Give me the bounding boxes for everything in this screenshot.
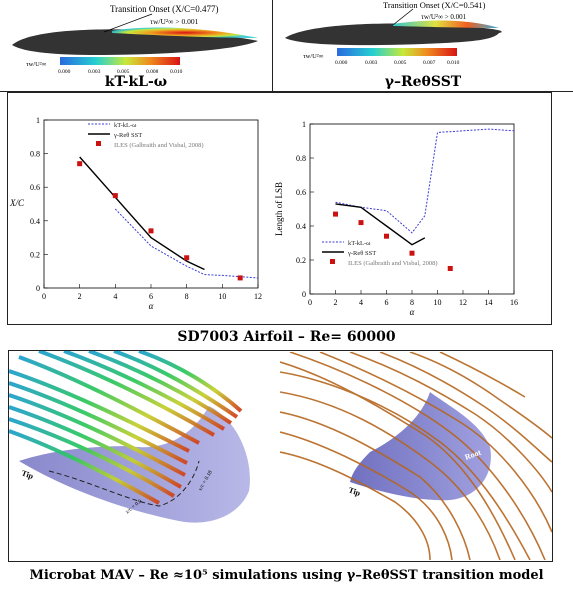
x-tick-label: 2 (334, 298, 338, 307)
x-tick-label: 12 (254, 292, 262, 301)
colorbar-right (337, 48, 457, 56)
x-axis-label: α (149, 301, 154, 311)
criterion-left: τw/U²∞ > 0.001 (150, 17, 199, 26)
legend-label: γ-Reθ SST (347, 250, 376, 257)
y-axis-label: X/C (9, 198, 25, 208)
data-point-marker (409, 250, 415, 256)
series-line (335, 128, 515, 234)
x-tick-label: 6 (385, 298, 389, 307)
x-tick-label: 4 (113, 292, 117, 301)
x-tick-label: 8 (410, 298, 414, 307)
criterion-right: τw/U²∞ > 0.001 (421, 13, 467, 21)
scale-label-right: τw/U²∞ (303, 53, 324, 60)
y-tick-label: 1 (302, 120, 306, 129)
y-tick-label: 0 (36, 284, 40, 293)
x-tick-label: 12 (459, 298, 467, 307)
scale-tick-left-1: 0.003 (88, 69, 101, 75)
scale-label-left: τw/U²∞ (26, 61, 47, 68)
y-tick-label: 0.2 (296, 256, 306, 265)
x-tick-label: 10 (218, 292, 226, 301)
x-tick-label: 4 (359, 298, 363, 307)
scale-tick-right-0: 0.000 (335, 60, 348, 66)
y-tick-label: 0.6 (296, 188, 306, 197)
y-tick-label: 0.6 (30, 183, 40, 192)
data-point-marker (148, 228, 154, 234)
data-point-marker (237, 275, 243, 281)
data-point-marker (333, 211, 338, 217)
scale-tick-right-1: 0.003 (365, 60, 378, 66)
mav-skin-friction-render: Tip x/c = 0.6 x/c = 0.18 (9, 351, 250, 523)
scale-tick-left-3: 0.008 (146, 69, 159, 75)
chart-transition-location: 0 2 4 6 8 10 12 0 0.2 0.4 0.6 0.8 1 α X/C kT-kL-ω γ-Reθ … (9, 116, 262, 311)
data-point-marker (112, 193, 118, 199)
x-tick-label: 6 (149, 292, 153, 301)
airfoil-contour-left: Transition Onset (X/C=0.477) τw/U²∞ > 0.… (12, 4, 258, 75)
series-line (335, 203, 426, 246)
mav-label-tip-right: Tip (347, 485, 362, 498)
x-tick-label: 0 (308, 298, 312, 307)
x-tick-label: 8 (185, 292, 189, 301)
y-tick-label: 0 (302, 290, 306, 299)
series-line (114, 208, 259, 279)
data-point-marker (447, 266, 453, 271)
x-tick-label: 2 (78, 292, 82, 301)
scale-tick-left-4: 0.010 (170, 69, 183, 75)
scale-tick-left-2: 0.005 (117, 69, 130, 75)
x-axis-label: α (410, 307, 415, 317)
data-point-marker (184, 255, 190, 261)
data-point-marker (77, 161, 83, 167)
mav-streamline-render: Root Tip (280, 352, 552, 560)
legend-label: ILES (Galbraith and Visbal, 2008) (114, 142, 204, 149)
mav-label-tip-left: Tip (20, 468, 35, 481)
x-tick-label: 0 (42, 292, 46, 301)
model-label-left: kT-kL-ω (104, 74, 168, 90)
y-tick-label: 0.8 (296, 154, 306, 163)
legend-label: kT-kL-ω (114, 122, 137, 129)
y-tick-label: 0.8 (30, 150, 40, 159)
chart-lsb-length: 0 2 4 6 8 10 12 14 16 0 0.2 0.4 0.6 0.8 1 α Length of LS… (274, 120, 518, 317)
caption-airfoil: SD7003 Airfoil – Re= 60000 (177, 329, 396, 345)
annotation-left: Transition Onset (X/C=0.477) (110, 4, 219, 14)
model-label-right: γ–ReθSST (384, 74, 462, 90)
scale-tick-right-4: 0.010 (447, 60, 460, 66)
airfoil-contour-right: Transition Onset (X/C=0.541) τw/U²∞ > 0.… (285, 0, 502, 66)
scale-tick-right-3: 0.007 (423, 60, 436, 66)
plot-frame (309, 123, 515, 295)
scale-tick-left-0: 0.000 (58, 69, 71, 75)
legend-marker (330, 259, 335, 264)
x-tick-label: 14 (485, 298, 493, 307)
scale-tick-right-2: 0.005 (394, 60, 407, 66)
colorbar-left (60, 57, 180, 65)
legend-label: kT-kL-ω (348, 240, 371, 247)
y-tick-label: 0.4 (296, 222, 306, 231)
x-tick-label: 10 (434, 298, 442, 307)
data-point-marker (384, 233, 389, 239)
x-tick-label: 16 (510, 298, 518, 307)
top-divider (272, 0, 273, 92)
caption-mav: Microbat MAV – Re ≈10⁵ simulations using… (29, 568, 544, 583)
legend-marker (96, 141, 101, 146)
data-point-marker (358, 220, 364, 226)
legend-label: ILES (Galbraith and Visbal, 2008) (348, 260, 438, 267)
annotation-right: Transition Onset (X/C=0.541) (383, 0, 486, 10)
series-line (79, 156, 205, 271)
y-axis-label: Length of LSB (274, 182, 284, 236)
y-tick-label: 1 (36, 116, 40, 125)
y-tick-label: 0.4 (30, 217, 40, 226)
legend-label: γ-Reθ SST (113, 132, 142, 139)
y-tick-label: 0.2 (30, 250, 40, 259)
